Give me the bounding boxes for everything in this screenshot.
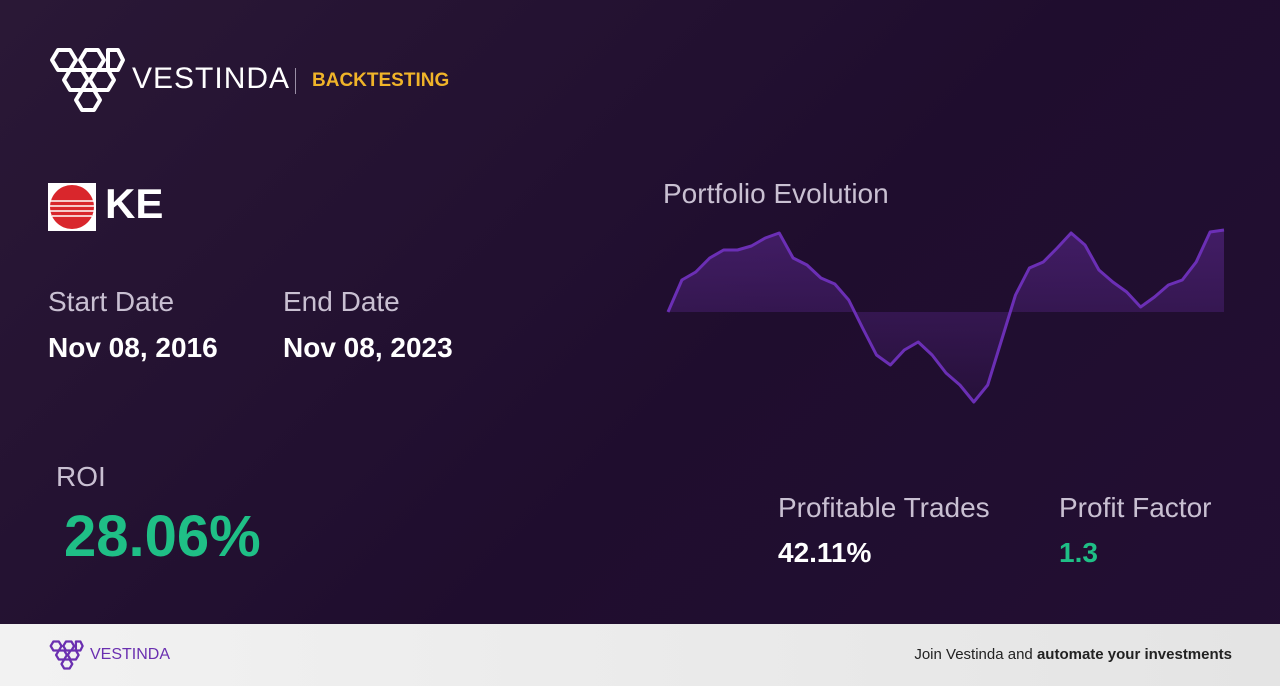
chart xyxy=(666,228,1225,404)
end-date-label: End Date xyxy=(283,286,400,317)
profit-factor-value: 1.3 xyxy=(1059,537,1098,568)
trades-value: 42.11% xyxy=(778,537,872,568)
footer-cta-bold: automate your investments xyxy=(1036,646,1232,663)
ticker-logo xyxy=(48,183,96,231)
divider xyxy=(295,68,296,94)
profit-factor-label: Profit Factor xyxy=(1059,492,1212,523)
footer-brand: VESTINDA xyxy=(90,646,171,663)
chart-title: Portfolio Evolution xyxy=(663,178,889,209)
ticker: KE xyxy=(105,180,164,227)
roi-label: ROI xyxy=(56,461,106,492)
area xyxy=(668,230,1224,402)
footer: VESTINDA Join Vestinda and automate your… xyxy=(0,624,1280,686)
roi-value: 28.06% xyxy=(64,504,261,569)
footer-cta: Join Vestinda and automate your investme… xyxy=(914,646,1232,663)
start-date-label: Start Date xyxy=(48,286,175,317)
logo-icon xyxy=(50,48,125,112)
brand-name: VESTINDA xyxy=(132,62,291,95)
footer-cta-text: Join Vestinda and xyxy=(914,646,1037,663)
end-date: Nov 08, 2023 xyxy=(283,332,453,363)
footer-logo-icon xyxy=(49,640,84,670)
line xyxy=(666,228,1225,404)
section-label: BACKTESTING xyxy=(312,70,450,91)
trades-label: Profitable Trades xyxy=(778,492,990,523)
start-date: Nov 08, 2016 xyxy=(48,332,218,363)
